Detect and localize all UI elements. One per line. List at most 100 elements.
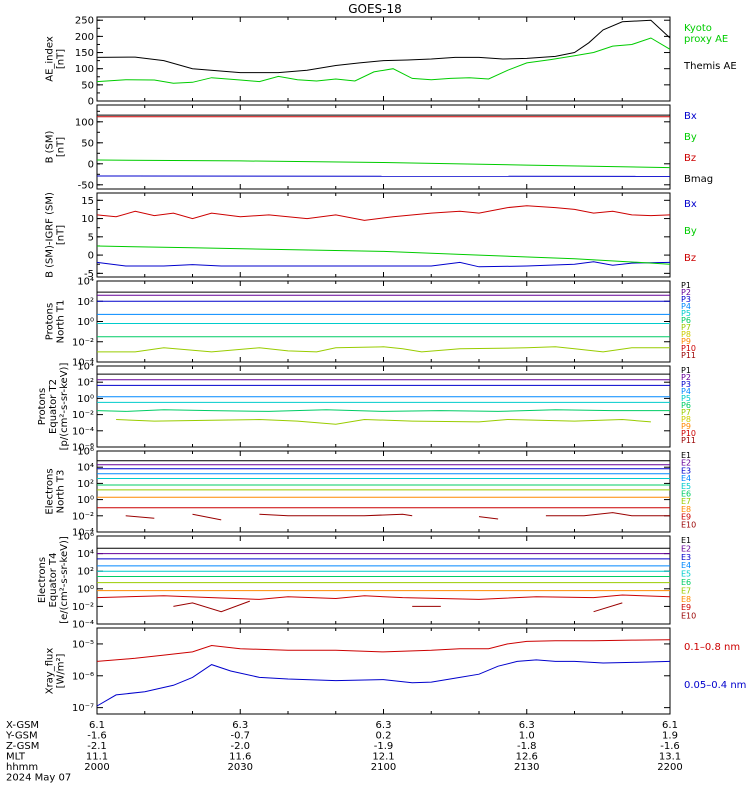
- y-tick-label-ae: 250: [75, 16, 94, 27]
- y-tick-label-ae: 150: [75, 48, 94, 59]
- series-line-eequator-9: [594, 603, 623, 612]
- series-line-ae-0: [97, 20, 670, 72]
- y-tick-label-bigrf: 0: [88, 251, 94, 262]
- y-tick-label-ae: 200: [75, 32, 94, 43]
- footer-row-value: 2030: [228, 762, 253, 773]
- chart-title: GOES-18: [348, 2, 402, 16]
- y-axis-label-bsm: [nT]: [56, 137, 67, 157]
- y-tick-label-pnorth: 10⁻²: [72, 337, 94, 348]
- footer-row-value: 1.0: [519, 731, 535, 742]
- y-axis-label-pequator: [p/(cm²-s-sr-keV)]: [59, 363, 70, 451]
- y-tick-label-eequator: 10⁴: [77, 549, 94, 560]
- panel-frame-ae: [97, 17, 670, 101]
- footer-row-value: -0.7: [230, 731, 250, 742]
- series-line-bigrf-2: [97, 206, 670, 221]
- y-tick-label-pnorth: 10²: [77, 297, 94, 308]
- footer-row-value: 2130: [514, 762, 539, 773]
- footer-date: 2024 May 07: [6, 773, 71, 784]
- legend-entry-bsm: Bx: [684, 111, 697, 122]
- footer-row-value: 6.3: [376, 720, 392, 731]
- y-tick-label-xray: 10⁻⁶: [72, 671, 94, 682]
- series-line-enorth-9: [479, 517, 498, 519]
- footer-row-value: -1.9: [374, 741, 394, 752]
- footer-row-value: 2000: [84, 762, 109, 773]
- y-tick-label-enorth: 10⁶: [77, 447, 94, 458]
- panel-frame-enorth: [97, 451, 670, 532]
- y-tick-label-ae: 100: [75, 64, 94, 75]
- y-tick-label-eequator: 10⁻²: [72, 602, 94, 613]
- y-axis-label-enorth: North T3: [56, 470, 67, 514]
- footer-row-value: 2200: [657, 762, 682, 773]
- panel-frame-eequator: [97, 536, 670, 624]
- y-tick-label-pequator: 10²: [77, 378, 94, 389]
- y-tick-label-bigrf: 10: [81, 214, 94, 225]
- y-axis-label-bigrf: [nT]: [56, 225, 67, 245]
- y-tick-label-eequator: 10²: [77, 567, 94, 578]
- y-axis-label-bsm: B (SM): [45, 130, 56, 163]
- y-tick-label-xray: 10⁻⁵: [72, 639, 94, 650]
- y-axis-label-pnorth: Protons: [45, 303, 56, 340]
- series-line-enorth-9: [193, 514, 222, 520]
- footer-row-label: hhmm: [6, 762, 38, 773]
- y-tick-label-bigrf: 15: [81, 196, 94, 207]
- y-axis-label-xray: [W/m²]: [56, 653, 67, 688]
- legend-entry-ae: Themis AE: [683, 61, 737, 72]
- footer-row-value: 12.1: [372, 752, 394, 763]
- footer-row-value: 12.6: [516, 752, 538, 763]
- series-line-xray-0: [97, 640, 670, 662]
- footer-row-value: 6.1: [89, 720, 105, 731]
- y-axis-label-eequator: Electrons: [37, 557, 48, 603]
- footer-row-value: 6.3: [232, 720, 248, 731]
- footer-row-value: 6.3: [519, 720, 535, 731]
- series-line-enorth-9: [126, 516, 155, 518]
- panel-frame-bigrf: [97, 193, 670, 277]
- y-tick-label-ae: 50: [81, 80, 94, 91]
- footer-row-label: MLT: [6, 752, 26, 763]
- panel-frame-pequator: [97, 366, 670, 447]
- y-tick-label-bsm: 50: [81, 138, 94, 149]
- y-axis-label-pequator: Equator T2: [48, 379, 59, 434]
- y-tick-label-bigrf: 5: [88, 232, 94, 243]
- footer-row-value: 6.1: [662, 720, 678, 731]
- y-tick-label-pequator: 10⁻⁴: [72, 426, 94, 437]
- y-tick-label-bsm: -50: [78, 180, 94, 191]
- footer-row-value: 11.1: [86, 752, 108, 763]
- footer-row-value: -2.1: [87, 741, 107, 752]
- legend-entry-xray: 0.05–0.4 nm: [684, 680, 746, 691]
- y-tick-label-eequator: 10⁰: [77, 584, 94, 595]
- series-line-eequator-8: [97, 595, 670, 599]
- y-tick-label-eequator: 10⁶: [77, 532, 94, 543]
- legend-entry-eequator: E10: [681, 612, 696, 621]
- legend-entry-bsm: Bmag: [684, 174, 713, 185]
- y-tick-label-pnorth: 10⁰: [77, 317, 94, 328]
- footer-row-value: 2100: [371, 762, 396, 773]
- y-tick-label-bsm: 0: [88, 159, 94, 170]
- y-tick-label-bsm: 100: [75, 117, 94, 128]
- series-line-pnorth-6: [97, 347, 670, 352]
- legend-entry-pequator: P11: [681, 436, 696, 445]
- footer-row-value: 0.2: [376, 731, 392, 742]
- y-axis-label-pnorth: North T1: [56, 300, 67, 344]
- footer-row-label: Z-GSM: [6, 741, 39, 752]
- series-line-eequator-9: [173, 601, 249, 612]
- series-line-enorth-9: [259, 514, 412, 516]
- y-axis-label-enorth: Electrons: [45, 468, 56, 514]
- y-tick-label-pequator: 10⁰: [77, 394, 94, 405]
- footer-row-value: 11.6: [229, 752, 251, 763]
- y-tick-label-xray: 10⁻⁷: [72, 703, 94, 714]
- legend-entry-ae: Kyoto: [684, 23, 712, 34]
- footer-row-value: 1.9: [662, 731, 678, 742]
- legend-entry-bigrf: Bz: [684, 253, 696, 264]
- legend-entry-bigrf: Bx: [684, 199, 697, 210]
- y-tick-label-enorth: 10⁻²: [72, 511, 94, 522]
- series-line-enorth-9: [546, 513, 670, 516]
- y-tick-label-enorth: 10²: [77, 479, 94, 490]
- y-axis-label-pequator: Protons: [37, 388, 48, 425]
- series-line-bsm-1: [97, 160, 670, 168]
- footer-row-value: -1.6: [87, 731, 107, 742]
- legend-entry-enorth: E10: [681, 520, 696, 529]
- legend-entry-bsm: By: [684, 132, 697, 143]
- legend-entry-bsm: Bz: [684, 153, 696, 164]
